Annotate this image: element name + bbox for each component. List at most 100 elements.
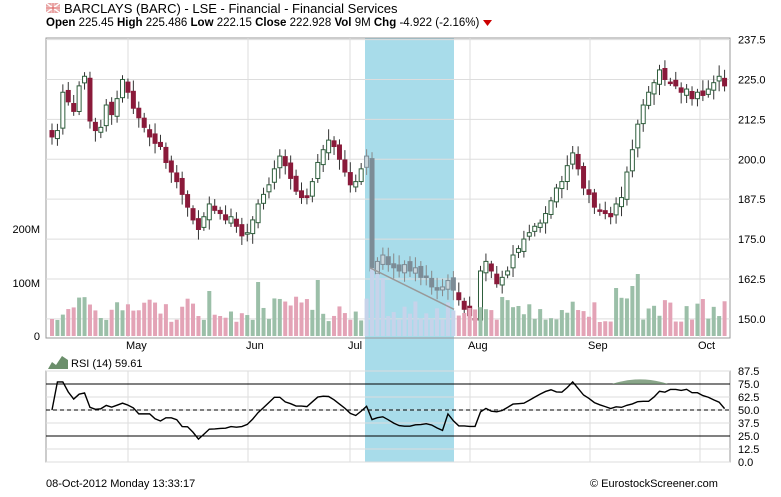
candle-body <box>87 77 93 122</box>
candle-body <box>684 88 690 96</box>
volume-bar <box>87 304 92 336</box>
volume-bar <box>353 311 358 336</box>
volume-bar <box>695 303 700 336</box>
rsi-tick-label: 62.5 <box>738 392 759 404</box>
volume-bar <box>153 302 158 336</box>
volume-bar <box>304 299 309 336</box>
candle-body <box>640 104 646 125</box>
candle-body <box>694 91 700 100</box>
candle-body <box>429 277 435 288</box>
candle-body <box>440 286 446 291</box>
candle-body <box>667 81 673 85</box>
candle-body <box>412 267 418 274</box>
volume-bar <box>521 314 526 336</box>
volume-bar <box>391 312 396 336</box>
volume-bar <box>592 302 597 336</box>
volume-bar <box>82 297 87 336</box>
month-label: Sep <box>588 340 608 352</box>
volume-bar <box>527 304 532 336</box>
candle-body <box>445 280 451 290</box>
volume-bar <box>386 316 391 336</box>
volume-bar <box>185 298 190 336</box>
volume-bar <box>657 315 662 336</box>
price-tick-label: 237.5 <box>738 35 766 47</box>
chart-title: BARCLAYS (BARC) - LSE - Financial - Fina… <box>64 1 398 16</box>
candle-body <box>168 160 174 173</box>
candle-body <box>532 225 538 232</box>
volume-bar <box>66 309 71 336</box>
candle-body <box>347 172 353 186</box>
volume-bar <box>635 274 640 336</box>
candle-body <box>98 126 104 133</box>
candle-body <box>608 213 614 218</box>
candle-body <box>147 129 153 138</box>
volume-bar <box>288 305 293 336</box>
candle-body <box>65 89 71 103</box>
candle-body <box>456 292 462 301</box>
candle-body <box>722 77 728 87</box>
volume-bar <box>478 307 483 336</box>
rsi-line <box>51 380 726 441</box>
price-panel-frame <box>45 37 731 339</box>
volume-bar <box>321 313 326 336</box>
volume-bar <box>261 307 266 336</box>
volume-bar <box>652 305 657 336</box>
volume-bar <box>440 319 445 336</box>
candle-body <box>678 87 684 93</box>
close-label: Close <box>255 17 287 29</box>
close-value: 222.928 <box>289 17 332 29</box>
candle-body <box>190 208 196 221</box>
candle-body <box>553 187 559 203</box>
volume-bar <box>77 297 82 336</box>
volume-bar <box>494 319 499 336</box>
volume-bar <box>418 318 423 336</box>
volume-bar <box>614 288 619 336</box>
rsi-tick-label: 50.0 <box>738 405 759 417</box>
candle-body <box>656 69 662 85</box>
volume-bar <box>326 321 331 336</box>
volume-bar <box>60 314 65 336</box>
month-label: Jun <box>246 340 264 352</box>
candle-body <box>385 256 391 266</box>
candle-body <box>581 166 587 189</box>
volume-bar <box>624 298 629 336</box>
volume-bar <box>413 301 418 336</box>
candle-body <box>141 117 147 128</box>
candle-body <box>537 222 543 228</box>
candle-body <box>114 98 120 117</box>
candle-body <box>559 181 565 190</box>
volume-bar <box>228 311 233 336</box>
vol-value: 9M <box>354 17 371 29</box>
open-label: Open <box>46 17 76 29</box>
volume-bar <box>706 318 711 336</box>
volume-bar <box>55 319 60 336</box>
rsi-tick-label: 75.0 <box>738 379 759 391</box>
candle-body <box>716 75 722 82</box>
candle-body <box>461 300 467 310</box>
candle-body <box>331 140 337 148</box>
candle-body <box>217 209 223 215</box>
candle-body <box>391 263 397 269</box>
volume-bar <box>136 310 141 336</box>
volume-bar <box>717 316 722 336</box>
candle-body <box>505 270 511 276</box>
candle-body <box>380 254 386 265</box>
candle-body <box>120 78 126 99</box>
candle-body <box>619 197 625 208</box>
volume-bar <box>538 309 543 336</box>
candle-body <box>483 260 489 274</box>
candle-body <box>635 123 641 149</box>
volume-bar <box>641 319 646 336</box>
candle-body <box>130 90 136 109</box>
volume-bar <box>500 297 505 336</box>
volume-bar <box>565 312 570 336</box>
volume-bar <box>679 321 684 336</box>
candle-body <box>261 193 267 204</box>
candle-body <box>450 277 456 291</box>
vol-label: Vol <box>334 17 352 29</box>
candle-body <box>293 175 299 192</box>
price-tick-label: 200.0 <box>738 154 766 166</box>
candle-body <box>255 203 261 224</box>
candle-body <box>358 168 364 183</box>
